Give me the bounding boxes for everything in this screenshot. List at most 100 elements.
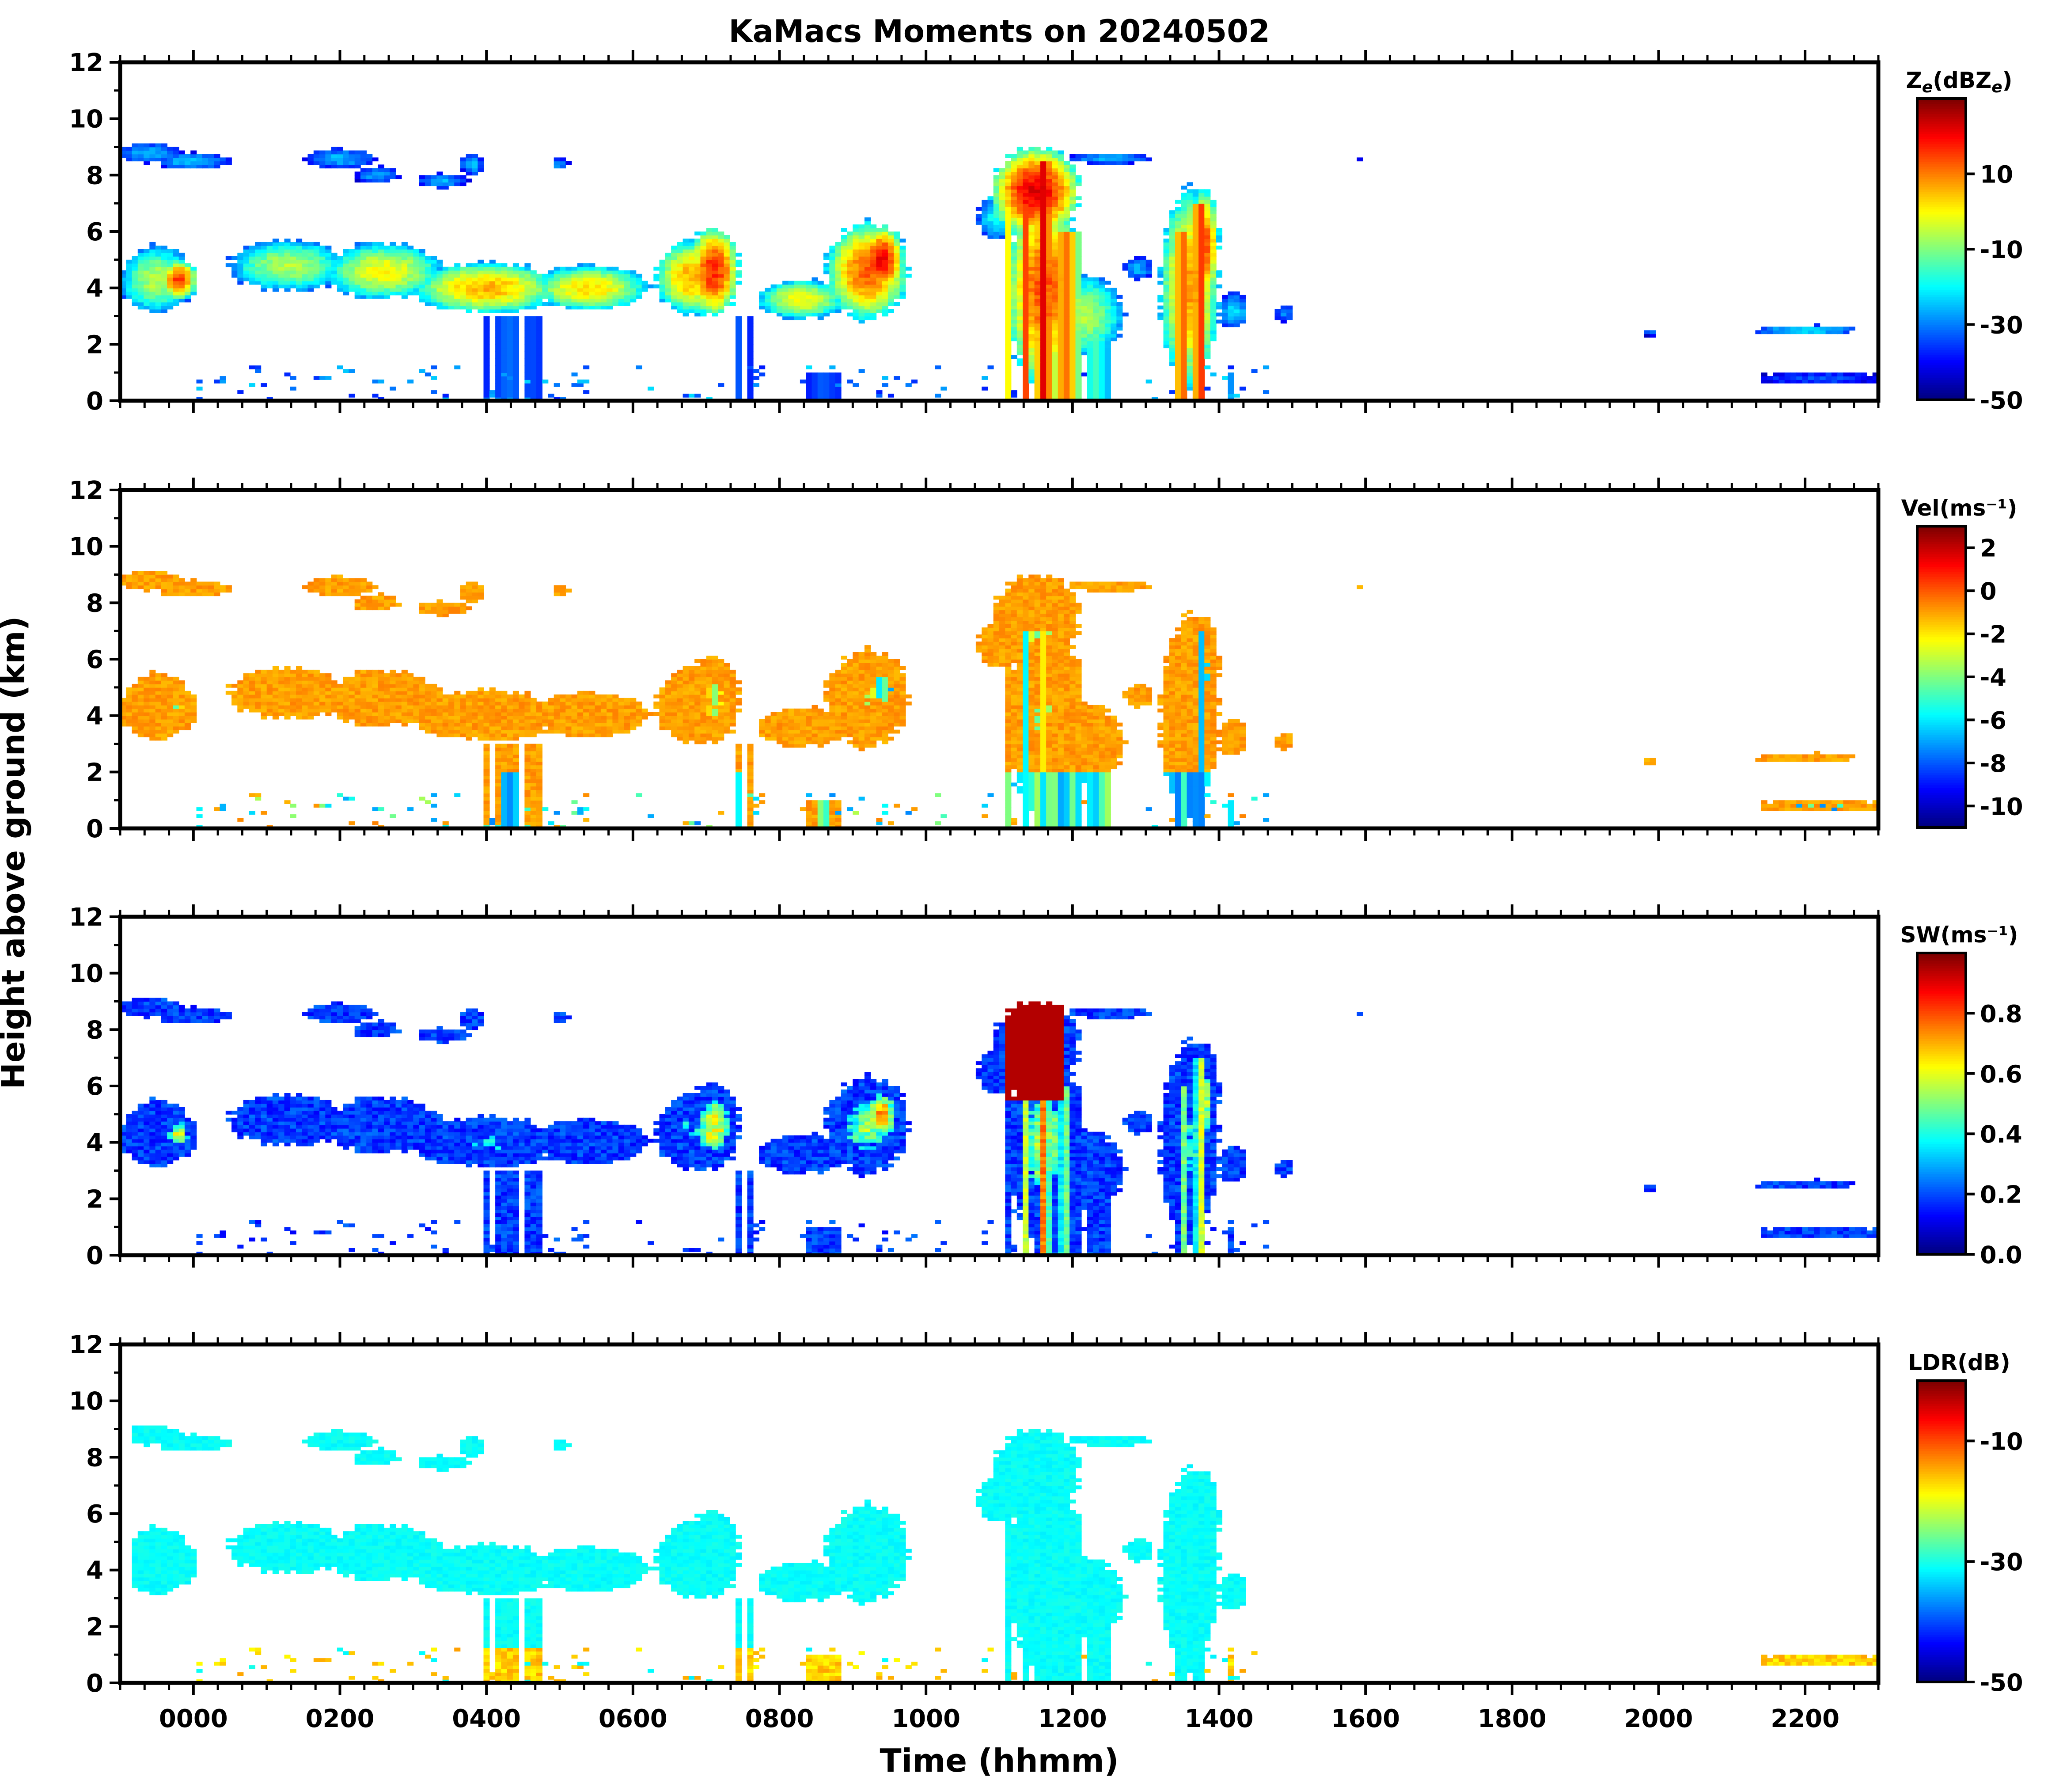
field-cell: [1040, 351, 1047, 355]
field-cell: [484, 267, 490, 271]
field-cell: [132, 295, 138, 299]
field-cell: [841, 249, 847, 253]
field-cell: [1052, 288, 1058, 292]
field-cell: [665, 263, 671, 267]
field-cell: [349, 154, 355, 158]
field-cell: [261, 811, 267, 815]
field-cell: [1832, 807, 1838, 811]
field-cell: [419, 270, 425, 274]
field-cell: [1035, 355, 1041, 359]
field-cell: [132, 302, 138, 306]
field-cell: [560, 161, 566, 165]
field-cell: [794, 306, 800, 310]
field-cell: [694, 285, 701, 289]
field-cell: [572, 277, 578, 281]
field-cell: [1005, 807, 1011, 811]
field-cell: [982, 210, 988, 214]
field-cell: [888, 394, 894, 398]
field-cell: [466, 154, 472, 158]
y-tick-label: 6: [86, 218, 103, 247]
field-cell: [1140, 267, 1146, 271]
field-cell: [460, 164, 466, 168]
field-cell: [1204, 288, 1210, 292]
field-cell: [876, 232, 882, 235]
field-cell: [1058, 309, 1064, 313]
field-cell: [1069, 277, 1076, 281]
field-cell: [823, 302, 830, 306]
field-cell: [823, 804, 830, 808]
field-cell: [489, 295, 496, 299]
field-cell: [507, 800, 513, 804]
field-cell: [1005, 249, 1011, 253]
field-cell: [894, 281, 900, 285]
field-cell: [1093, 288, 1099, 292]
field-cell: [1099, 818, 1105, 822]
field-cell: [1093, 313, 1099, 317]
field-cell: [882, 232, 888, 235]
field-cell: [1064, 383, 1070, 387]
field-cell: [1069, 207, 1076, 211]
field-cell: [1028, 171, 1035, 175]
field-cell: [1181, 292, 1187, 296]
field-cell: [1116, 316, 1123, 320]
field-cell: [870, 228, 876, 232]
field-cell: [1796, 327, 1802, 330]
field-cell: [1796, 800, 1802, 804]
field-cell: [489, 277, 496, 281]
field-cell: [1035, 249, 1041, 253]
field-cell: [1093, 154, 1099, 158]
field-cell: [448, 267, 455, 271]
field-cell: [255, 365, 261, 369]
field-cell: [888, 285, 894, 289]
field-cell: [1035, 267, 1041, 271]
field-cell: [888, 246, 894, 250]
field-cell: [1064, 210, 1070, 214]
field-cell: [325, 246, 331, 250]
field-cell: [1017, 253, 1023, 257]
field-cell: [572, 274, 578, 278]
field-cell: [126, 285, 132, 289]
field-cell: [1157, 267, 1164, 271]
field-cell: [1181, 186, 1187, 190]
field-cell: [694, 292, 701, 296]
field-cell: [747, 376, 754, 380]
field-cell: [325, 260, 331, 264]
field-cell: [524, 821, 531, 825]
field-cell: [1028, 330, 1035, 334]
field-cell: [185, 157, 191, 161]
field-cell: [1035, 309, 1041, 313]
field-cell: [343, 164, 349, 168]
field-cell: [706, 260, 713, 264]
field-cell: [1105, 365, 1111, 369]
field-cell: [531, 288, 537, 292]
field-cell: [660, 292, 666, 296]
field-cell: [360, 249, 367, 253]
field-cell: [712, 260, 718, 264]
field-cell: [835, 299, 842, 303]
field-cell: [1035, 242, 1041, 246]
field-cell: [1035, 281, 1041, 285]
field-cell: [671, 260, 677, 264]
colorbar-step: [1917, 109, 1966, 112]
field-cell: [1204, 228, 1210, 232]
field-cell: [818, 383, 824, 387]
field-cell: [999, 217, 1005, 221]
field-cell: [724, 235, 730, 239]
field-cell: [782, 292, 789, 296]
field-cell: [278, 249, 284, 253]
field-cell: [1023, 306, 1029, 310]
field-cell: [337, 256, 343, 260]
field-cell: [554, 302, 560, 306]
field-cell: [782, 288, 789, 292]
field-cell: [865, 270, 871, 274]
field-cell: [583, 807, 589, 811]
field-cell: [1204, 189, 1210, 193]
field-cell: [372, 295, 379, 299]
field-cell: [818, 309, 824, 313]
field-cell: [712, 309, 718, 313]
field-cell: [1035, 151, 1041, 155]
field-cell: [759, 793, 765, 797]
field-cell: [1802, 800, 1809, 804]
field-cell: [173, 285, 179, 289]
field-cell: [1193, 302, 1199, 306]
